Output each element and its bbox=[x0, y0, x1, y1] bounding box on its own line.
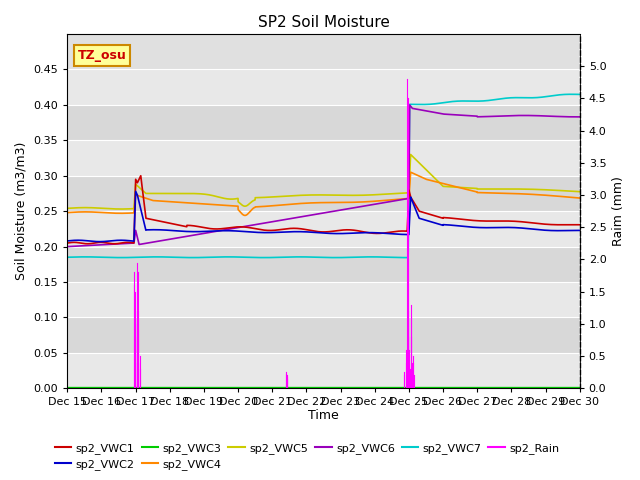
Text: TZ_osu: TZ_osu bbox=[77, 49, 126, 62]
sp2_VWC3 bbox=[575, 385, 583, 391]
sp2_VWC3 bbox=[156, 385, 163, 391]
sp2_VWC5 bbox=[304, 192, 312, 198]
sp2_VWC1 bbox=[467, 217, 475, 223]
sp2_VWC5 bbox=[117, 206, 125, 212]
sp2_VWC2 bbox=[467, 224, 475, 230]
sp2_VWC2 bbox=[63, 238, 71, 244]
Bar bbox=[67, 317, 580, 353]
sp2_VWC1 bbox=[63, 240, 71, 246]
Line: sp2_VWC6: sp2_VWC6 bbox=[67, 105, 580, 247]
sp2_VWC7 bbox=[410, 101, 417, 107]
sp2_VWC2 bbox=[95, 239, 103, 244]
sp2_VWC6 bbox=[438, 111, 446, 117]
sp2_VWC6 bbox=[467, 113, 475, 119]
sp2_VWC7 bbox=[63, 254, 71, 260]
sp2_VWC6 bbox=[576, 114, 584, 120]
sp2_VWC5 bbox=[410, 155, 418, 160]
sp2_VWC2 bbox=[410, 202, 418, 208]
sp2_VWC7 bbox=[156, 254, 163, 260]
sp2_VWC4 bbox=[410, 171, 418, 177]
sp2_VWC3 bbox=[438, 385, 446, 391]
sp2_VWC6 bbox=[410, 106, 417, 111]
sp2_VWC6 bbox=[156, 238, 163, 244]
sp2_VWC4 bbox=[575, 195, 583, 201]
sp2_VWC6 bbox=[304, 213, 312, 218]
Line: sp2_VWC2: sp2_VWC2 bbox=[67, 192, 580, 241]
sp2_VWC1 bbox=[575, 222, 583, 228]
Bar bbox=[67, 247, 580, 282]
sp2_VWC3 bbox=[410, 385, 417, 391]
sp2_VWC5 bbox=[467, 185, 475, 191]
sp2_VWC7 bbox=[117, 255, 125, 261]
sp2_VWC5 bbox=[575, 189, 583, 194]
X-axis label: Time: Time bbox=[308, 409, 339, 422]
sp2_VWC5 bbox=[438, 182, 446, 188]
sp2_VWC4 bbox=[576, 195, 584, 201]
sp2_VWC5 bbox=[63, 205, 71, 211]
Bar bbox=[67, 176, 580, 211]
sp2_VWC2 bbox=[305, 229, 312, 235]
sp2_VWC5 bbox=[576, 189, 584, 194]
Bar bbox=[67, 70, 580, 105]
Legend: sp2_VWC1, sp2_VWC2, sp2_VWC3, sp2_VWC4, sp2_VWC5, sp2_VWC6, sp2_VWC7, sp2_Rain: sp2_VWC1, sp2_VWC2, sp2_VWC3, sp2_VWC4, … bbox=[51, 438, 564, 474]
sp2_VWC3 bbox=[63, 385, 71, 391]
sp2_VWC1 bbox=[410, 200, 418, 205]
sp2_VWC1 bbox=[111, 241, 118, 247]
Line: sp2_VWC1: sp2_VWC1 bbox=[67, 176, 580, 244]
sp2_VWC2 bbox=[132, 189, 140, 194]
sp2_VWC5 bbox=[156, 191, 163, 196]
sp2_VWC7 bbox=[304, 254, 312, 260]
Line: sp2_VWC5: sp2_VWC5 bbox=[67, 155, 580, 209]
sp2_VWC7 bbox=[438, 100, 446, 106]
sp2_VWC2 bbox=[576, 228, 584, 233]
sp2_VWC4 bbox=[241, 213, 249, 218]
Y-axis label: Raim (mm): Raim (mm) bbox=[612, 176, 625, 246]
Bar bbox=[67, 282, 580, 317]
sp2_VWC7 bbox=[576, 92, 584, 97]
sp2_VWC6 bbox=[406, 102, 413, 108]
sp2_VWC3 bbox=[304, 385, 312, 391]
Bar bbox=[67, 105, 580, 140]
Bar bbox=[67, 211, 580, 247]
sp2_VWC2 bbox=[575, 228, 583, 233]
sp2_VWC4 bbox=[438, 180, 446, 186]
sp2_VWC6 bbox=[63, 244, 71, 250]
sp2_VWC3 bbox=[467, 385, 475, 391]
sp2_VWC6 bbox=[575, 114, 583, 120]
sp2_VWC1 bbox=[305, 227, 312, 233]
sp2_VWC2 bbox=[156, 227, 163, 233]
Line: sp2_VWC7: sp2_VWC7 bbox=[67, 94, 580, 258]
sp2_VWC7 bbox=[467, 98, 475, 104]
sp2_VWC1 bbox=[137, 173, 145, 179]
Title: SP2 Soil Moisture: SP2 Soil Moisture bbox=[257, 15, 389, 30]
sp2_VWC1 bbox=[156, 218, 163, 224]
sp2_VWC4 bbox=[63, 210, 71, 216]
sp2_VWC1 bbox=[576, 222, 584, 228]
sp2_VWC7 bbox=[567, 91, 575, 97]
Y-axis label: Soil Moisture (m3/m3): Soil Moisture (m3/m3) bbox=[15, 142, 28, 280]
sp2_VWC4 bbox=[156, 198, 163, 204]
sp2_VWC3 bbox=[576, 385, 584, 391]
Line: sp2_VWC4: sp2_VWC4 bbox=[67, 172, 580, 216]
Bar bbox=[67, 140, 580, 176]
sp2_VWC5 bbox=[407, 152, 415, 157]
sp2_VWC4 bbox=[407, 169, 415, 175]
sp2_VWC2 bbox=[438, 222, 446, 228]
sp2_VWC4 bbox=[467, 188, 475, 193]
sp2_VWC4 bbox=[304, 200, 312, 206]
sp2_VWC7 bbox=[575, 92, 583, 97]
Bar bbox=[67, 353, 580, 388]
sp2_VWC1 bbox=[438, 215, 446, 221]
